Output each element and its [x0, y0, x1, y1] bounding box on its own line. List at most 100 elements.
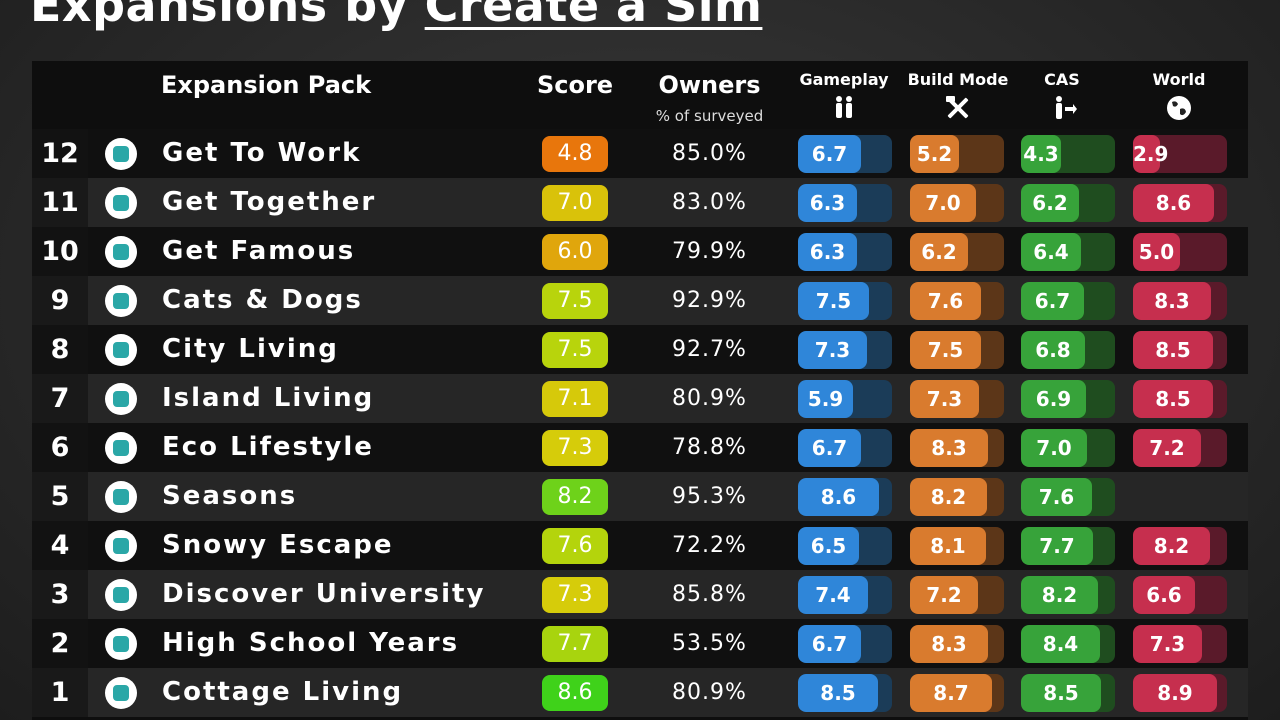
gameplay-fill [798, 429, 861, 467]
pack-name: Island Living [162, 383, 375, 413]
world-fill [1133, 282, 1211, 320]
build-mode-bar: 5.2 [910, 135, 1004, 173]
table-row: 2 High School Years 7.7 53.5% 6.7 8.3 8.4 7.3 [32, 619, 1248, 668]
cas-bar: 6.8 [1021, 331, 1115, 369]
gameplay-value: 6.7 [811, 436, 848, 460]
build-mode-value: 8.3 [931, 632, 967, 656]
gameplay-fill [798, 282, 869, 320]
cas-value: 6.2 [1032, 191, 1068, 215]
gameplay-bar: 6.7 [798, 429, 892, 467]
cottage-icon [105, 677, 137, 709]
cas-fill [1021, 674, 1101, 712]
world-value: 8.2 [1153, 534, 1190, 558]
owners-percent: 92.9% [672, 288, 747, 313]
table-row: 1 Cottage Living 8.6 80.9% 8.5 8.7 8.5 8.9 [32, 668, 1248, 717]
build-mode-fill [910, 478, 987, 516]
build-mode-fill [910, 331, 981, 369]
pack-name: Seasons [162, 481, 298, 511]
pack-name: Get To Work [162, 138, 362, 168]
world-fill [1133, 429, 1201, 467]
school-icon [105, 628, 137, 660]
world-fill [1133, 331, 1213, 369]
cas-bar: 6.4 [1021, 233, 1115, 271]
cas-fill [1021, 625, 1100, 663]
gameplay-value: 7.5 [815, 289, 852, 313]
pack-name: Eco Lifestyle [162, 432, 374, 462]
score-badge: 7.7 [542, 626, 608, 662]
gameplay-value: 6.3 [809, 191, 846, 215]
page-title: Expansions by Create a Sim [30, 0, 762, 32]
world-bar: 8.6 [1133, 184, 1227, 222]
score-badge: 7.5 [542, 332, 608, 368]
tools-icon [946, 96, 969, 119]
score-badge: 7.3 [542, 430, 608, 466]
build-mode-bar: 7.3 [910, 380, 1004, 418]
score-badge: 7.1 [542, 381, 608, 417]
header-gameplay: Gameplay [799, 70, 889, 89]
owners-percent: 79.9% [672, 239, 747, 264]
cas-value: 6.9 [1035, 387, 1072, 411]
build-mode-value: 7.6 [927, 289, 964, 313]
cas-value: 7.7 [1039, 534, 1075, 558]
cas-value: 6.7 [1034, 289, 1071, 313]
table-row: 4 Snowy Escape 7.6 72.2% 6.5 8.1 7.7 8.2 [32, 521, 1248, 570]
cas-bar: 8.2 [1021, 576, 1115, 614]
cas-fill [1021, 233, 1081, 271]
build-mode-fill [910, 625, 988, 663]
score-badge: 8.6 [542, 675, 608, 711]
build-mode-bar: 7.0 [910, 184, 1004, 222]
build-mode-bar: 7.5 [910, 331, 1004, 369]
owners-percent: 72.2% [672, 533, 747, 558]
table-row: 11 Get Together 7.0 83.0% 6.3 7.0 6.2 8.6 [32, 178, 1248, 227]
world-value: 8.5 [1155, 338, 1191, 362]
gameplay-bar: 6.5 [798, 527, 892, 565]
score-badge: 6.0 [542, 234, 608, 270]
header-world: World [1152, 70, 1206, 89]
gameplay-fill [798, 331, 867, 369]
build-mode-value: 8.3 [931, 436, 967, 460]
world-fill [1133, 184, 1214, 222]
cas-fill [1021, 184, 1079, 222]
build-mode-value: 7.2 [926, 583, 962, 607]
cas-fill [1021, 576, 1098, 614]
group-icon [105, 187, 137, 219]
gameplay-value: 6.7 [811, 632, 848, 656]
cas-bar: 7.7 [1021, 527, 1115, 565]
cas-fill [1021, 135, 1061, 173]
build-mode-fill [910, 674, 992, 712]
table-row: 6 Eco Lifestyle 7.3 78.8% 6.7 8.3 7.0 7.2 [32, 423, 1248, 472]
briefcase-icon [105, 138, 137, 170]
gameplay-bar: 6.3 [798, 184, 892, 222]
gameplay-fill [798, 233, 857, 271]
header-pack: Expansion Pack [161, 71, 372, 99]
gameplay-fill [798, 576, 868, 614]
pack-name: Snowy Escape [162, 530, 394, 560]
cas-bar: 6.9 [1021, 380, 1115, 418]
table-row: 8 City Living 7.5 92.7% 7.3 7.5 6.8 8.5 [32, 325, 1248, 374]
owners-percent: 95.3% [672, 484, 747, 509]
world-value: 6.6 [1146, 583, 1182, 607]
palm-tree-icon [105, 383, 137, 415]
build-mode-bar: 8.1 [910, 527, 1004, 565]
ranking-table: Expansion Pack Score Owners % of surveye… [32, 61, 1248, 720]
rank: 11 [32, 178, 88, 227]
rank: 10 [32, 227, 88, 276]
build-mode-fill [910, 282, 981, 320]
rank: 9 [32, 276, 88, 325]
table-body: 12 Get To Work 4.8 85.0% 6.7 5.2 4.3 2.9 11 Get T… [32, 129, 1248, 717]
table-header: Expansion Pack Score Owners % of surveye… [32, 61, 1248, 129]
gameplay-value: 8.5 [820, 681, 856, 705]
score-badge: 7.6 [542, 528, 608, 564]
build-mode-bar: 8.7 [910, 674, 1004, 712]
world-value: 7.2 [1149, 436, 1185, 460]
cas-bar: 7.6 [1021, 478, 1115, 516]
build-mode-value: 5.2 [916, 142, 953, 166]
rank: 1 [32, 668, 88, 717]
world-value: 8.3 [1154, 289, 1190, 313]
cas-fill [1021, 282, 1084, 320]
world-fill [1133, 380, 1213, 418]
rank: 4 [32, 521, 88, 570]
build-mode-value: 8.1 [930, 534, 966, 558]
people-icon [836, 96, 852, 118]
owners-percent: 78.8% [672, 435, 747, 460]
